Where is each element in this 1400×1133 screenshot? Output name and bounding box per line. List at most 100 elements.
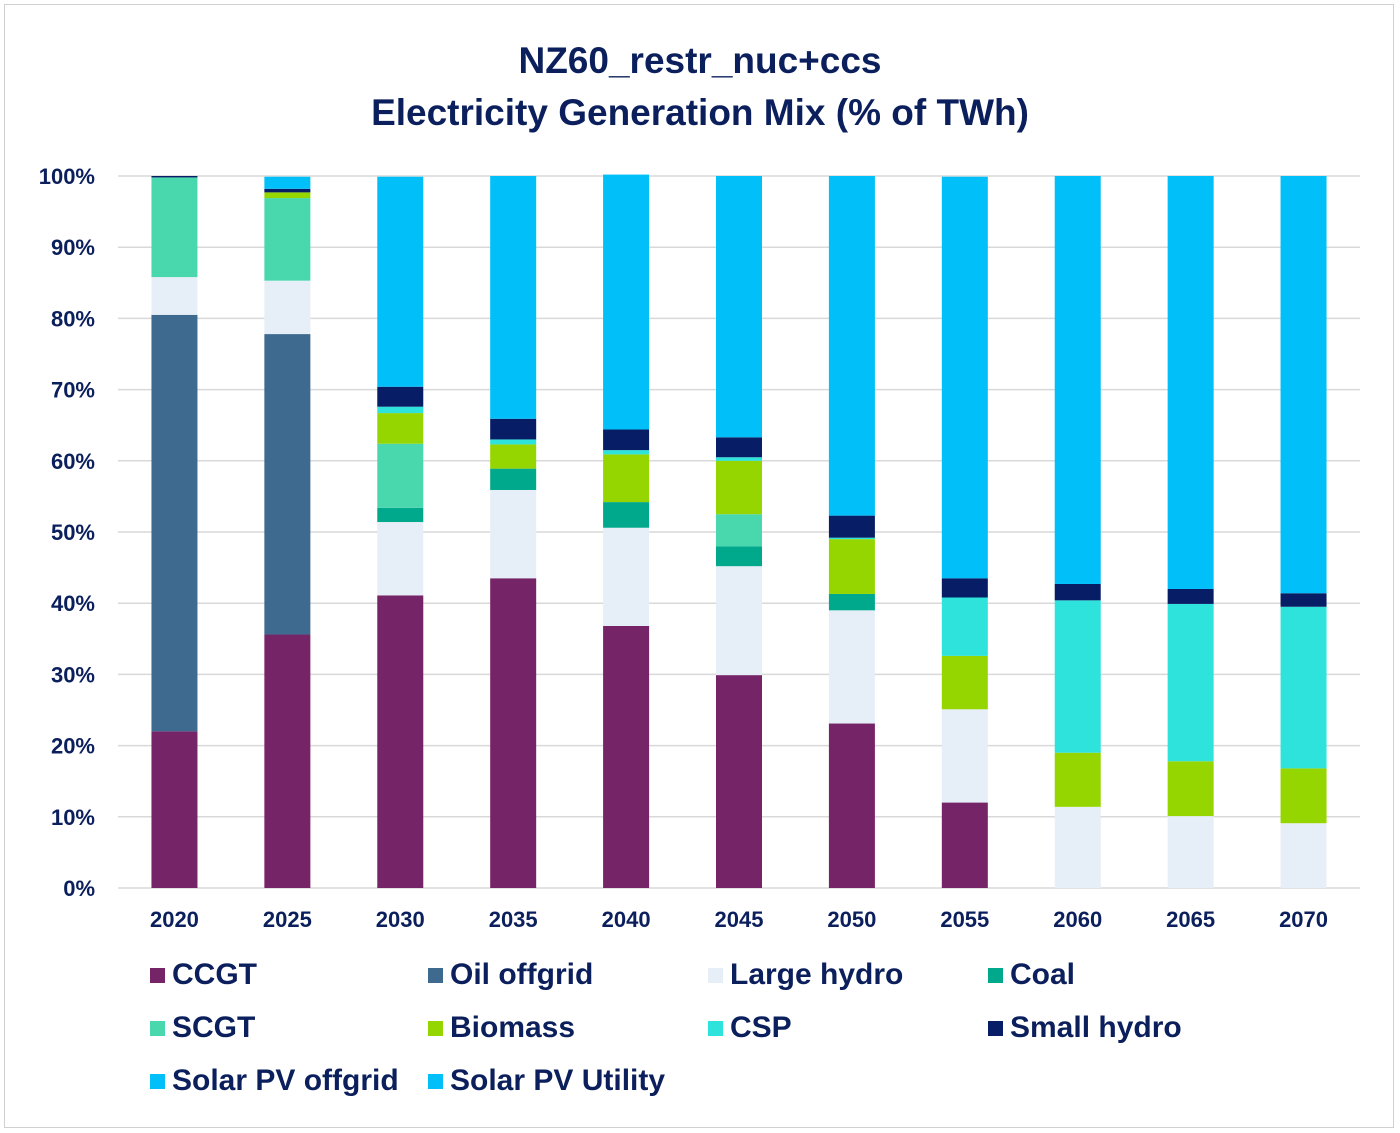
legend-label: Solar PV offgrid — [172, 1064, 399, 1097]
legend-swatch — [988, 1020, 1003, 1036]
y-tick-label: 0% — [63, 876, 95, 901]
legend-label: Small hydro — [1010, 1011, 1182, 1044]
bar-segment-csp — [377, 406, 424, 414]
chart-title-line-2: Electricity Generation Mix (% of TWh) — [371, 92, 1029, 133]
legend-swatch — [150, 967, 165, 983]
legend-label: Oil offgrid — [450, 958, 594, 991]
bar-segment-large-hydro — [264, 280, 311, 335]
x-tick-label: 2070 — [1279, 907, 1328, 932]
legend-label: Biomass — [450, 1011, 576, 1044]
chart-title-line-1: NZ60_restr_nuc+ccs — [518, 40, 882, 81]
legend-item: Oil offgrid — [428, 958, 593, 992]
x-tick-label: 2060 — [1053, 907, 1102, 932]
bar-segment-scgt — [151, 177, 198, 278]
bar-segment-large-hydro — [1054, 806, 1101, 888]
bar-segment-biomass — [828, 539, 875, 594]
y-tick-label: 80% — [51, 306, 95, 331]
legend-item: CSP — [708, 1011, 792, 1045]
y-tick-label: 100% — [39, 164, 95, 189]
bar-segment-csp — [1167, 603, 1214, 762]
bar-segment-small-hydro — [828, 515, 875, 538]
bar-segment-csp — [716, 457, 762, 461]
bar-segment-csp — [1280, 606, 1327, 769]
legend-label: Coal — [1010, 958, 1076, 991]
bar-segment-solar-pv-utility — [1054, 176, 1101, 584]
legend-label: CCGT — [172, 958, 257, 991]
legend-item: CCGT — [150, 958, 257, 992]
bar-segment-large-hydro — [377, 522, 424, 596]
x-tick-label: 2065 — [1166, 907, 1215, 932]
x-tick-label: 2020 — [150, 907, 199, 932]
bar-segment-oil-offgrid — [151, 314, 198, 732]
x-tick-label: 2035 — [489, 907, 538, 932]
y-tick-label: 10% — [51, 805, 95, 830]
legend-swatch — [988, 967, 1003, 983]
bar-segment-small-hydro — [603, 429, 650, 451]
legend-item: Biomass — [428, 1011, 575, 1045]
legend-swatch — [708, 967, 723, 983]
legend-swatch — [428, 1020, 443, 1036]
bar-segment-large-hydro — [941, 709, 988, 803]
bar-segment-solar-pv-utility — [377, 176, 424, 387]
bar-segment-scgt — [377, 443, 424, 508]
bar-segment-solar-pv-utility — [264, 176, 311, 189]
y-tick-label: 90% — [51, 235, 95, 260]
bar-segment-small-hydro — [490, 418, 537, 440]
bar-segment-solar-pv-utility — [603, 174, 650, 430]
bar-segment-ccgt — [490, 578, 537, 888]
bar-segment-csp — [603, 450, 650, 455]
bar-segment-small-hydro — [377, 386, 424, 407]
x-tick-label: 2055 — [940, 907, 989, 932]
bar-segment-ccgt — [151, 731, 198, 888]
bar-segment-large-hydro — [828, 610, 875, 724]
x-tick-label: 2050 — [827, 907, 876, 932]
bar-segment-ccgt — [264, 634, 311, 888]
bar-segment-oil-offgrid — [264, 334, 311, 635]
bar-segment-large-hydro — [716, 566, 762, 676]
bar-segment-solar-pv-utility — [941, 176, 988, 579]
legend-label: Large hydro — [730, 958, 904, 991]
bar-segment-coal — [377, 507, 424, 523]
legend-swatch — [150, 1020, 165, 1036]
legend-item: Small hydro — [988, 1011, 1182, 1045]
bar-segment-csp — [490, 439, 537, 445]
bar-segment-solar-pv-utility — [1280, 176, 1327, 594]
bar-segment-solar-pv-utility — [490, 176, 537, 419]
bar-segment-scgt — [716, 514, 762, 547]
bar-segment-ccgt — [941, 802, 988, 888]
chart-frame — [4, 4, 1394, 1128]
legend-label: Solar PV Utility — [450, 1064, 666, 1097]
legend-label: SCGT — [172, 1011, 256, 1044]
bar-segment-biomass — [377, 413, 424, 444]
bar-segment-coal — [603, 502, 650, 528]
x-tick-label: 2025 — [263, 907, 312, 932]
bar-segment-large-hydro — [1280, 823, 1327, 888]
bar-segment-biomass — [603, 454, 650, 503]
legend-swatch — [428, 1073, 443, 1089]
legend-label: CSP — [730, 1011, 792, 1044]
legend-swatch — [708, 1020, 723, 1036]
bar-segment-biomass — [264, 192, 311, 199]
bar-segment-small-hydro — [716, 437, 762, 458]
bar-segment-solar-pv-utility — [716, 176, 762, 438]
legend-item: Solar PV offgrid — [150, 1064, 399, 1098]
bar-segment-csp — [828, 537, 875, 540]
bar-segment-small-hydro — [1280, 593, 1327, 607]
bar-segment-small-hydro — [264, 188, 311, 193]
legend-item: SCGT — [150, 1011, 255, 1045]
bar-segment-large-hydro — [1167, 816, 1214, 888]
bar-segment-coal — [828, 593, 875, 611]
legend-item: Coal — [988, 958, 1075, 992]
x-tick-label: 2045 — [715, 907, 764, 932]
bar-segment-biomass — [1054, 752, 1101, 807]
bar-segment-solar-pv-utility — [828, 176, 875, 516]
bar-segment-ccgt — [828, 723, 875, 888]
y-tick-label: 70% — [51, 378, 95, 403]
bar-segment-small-hydro — [151, 176, 198, 178]
bar-segment-biomass — [716, 460, 762, 515]
bar-segment-large-hydro — [603, 527, 650, 626]
bar-segment-ccgt — [377, 595, 424, 888]
x-tick-label: 2040 — [602, 907, 651, 932]
bar-segment-small-hydro — [941, 578, 988, 598]
